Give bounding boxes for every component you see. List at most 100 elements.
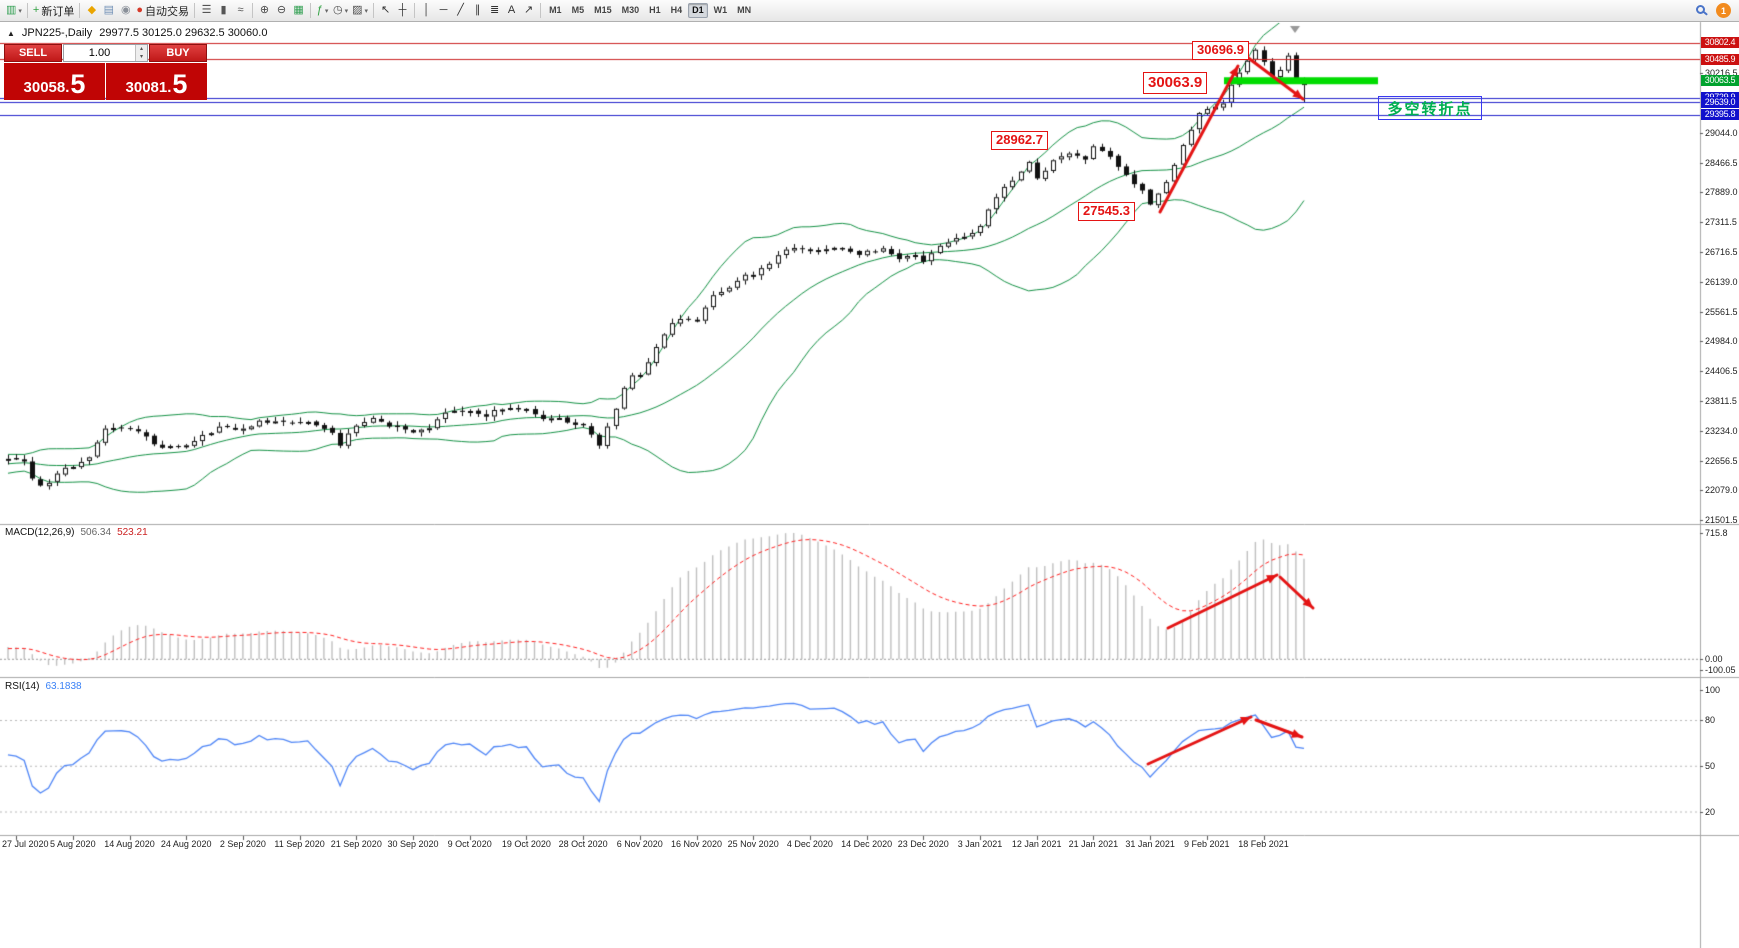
candlestick-chart-type-icon[interactable]: ▮: [215, 2, 232, 20]
toolbar-separator: [194, 3, 196, 18]
price-tag: 30485.9: [1701, 53, 1739, 65]
text-label-icon[interactable]: A: [503, 2, 520, 20]
buy-price-pips: 5: [172, 69, 188, 100]
one-click-trading-panel: SELL ▴ ▾ BUY 30058. 5 30081. 5: [4, 44, 207, 100]
crosshair-icon[interactable]: ┼: [394, 2, 411, 20]
rsi-name: RSI(14): [5, 681, 40, 692]
date-axis-label: 5 Aug 2020: [50, 839, 96, 849]
timeframes-icon[interactable]: ◷ ▾: [331, 2, 350, 20]
collapse-panel-icon[interactable]: ▲: [7, 28, 15, 38]
cursor-icon[interactable]: ↖: [377, 2, 394, 20]
mql-market-icon[interactable]: ◆: [83, 2, 100, 20]
search-icon[interactable]: [1694, 2, 1712, 20]
date-axis-label: 6 Nov 2020: [616, 839, 663, 849]
sell-price-pips: 5: [70, 69, 86, 100]
notification-badge[interactable]: 1: [1716, 3, 1731, 18]
trendline-icon-glyph: ╱: [457, 4, 464, 16]
price-annotation-box: 28962.7: [991, 131, 1048, 150]
new-order-button[interactable]: + 新订单: [31, 2, 76, 20]
toolbar-separator: [26, 3, 28, 18]
data-window-icon[interactable]: ▤: [100, 2, 117, 20]
community-icon-glyph: ◉: [121, 4, 131, 16]
indicators-icon[interactable]: ƒ ▾: [314, 2, 331, 20]
date-axis-label: 23 Dec 2020: [897, 839, 949, 849]
price-axis-label: 23234.0: [1705, 426, 1738, 437]
macd-value-signal: 523.21: [117, 527, 148, 538]
price-tag: 30063.5: [1701, 75, 1739, 87]
price-axis-label: 23811.5: [1705, 396, 1737, 407]
macd-name: MACD(12,26,9): [5, 527, 75, 538]
vertical-line-icon-glyph: │: [423, 4, 430, 16]
volume-input[interactable]: [64, 45, 135, 61]
toolbar-separator: [310, 3, 312, 18]
price-axis-label: 21501.5: [1705, 514, 1738, 525]
buy-button[interactable]: BUY: [149, 44, 207, 62]
magnifier-glyph: [1696, 5, 1705, 14]
vertical-line-icon[interactable]: │: [418, 2, 435, 20]
fibonacci-icon[interactable]: ≣: [486, 2, 503, 20]
price-tag: 29639.0: [1701, 96, 1739, 108]
date-axis-label: 16 Nov 2020: [670, 839, 723, 849]
price-axis-label: 27889.0: [1705, 187, 1738, 198]
bar-chart-type-icon[interactable]: ☰: [198, 2, 215, 20]
sell-button[interactable]: SELL: [4, 44, 62, 62]
date-axis-label: 14 Dec 2020: [841, 839, 893, 849]
macd-axis-label: 0.00: [1705, 654, 1723, 664]
zoom-in-icon-glyph: ⊕: [259, 4, 270, 16]
timeframe-button-m30[interactable]: M30: [621, 5, 640, 15]
timeframe-button-d1[interactable]: D1: [688, 3, 708, 18]
volume-increase-button[interactable]: ▴: [136, 45, 147, 53]
zoom-out-icon[interactable]: ⊖: [273, 2, 290, 20]
price-axis-label: 29044.0: [1705, 128, 1738, 138]
sell-price-display[interactable]: 30058. 5: [4, 63, 105, 100]
zoom-out-icon-glyph: ⊖: [276, 4, 287, 16]
arrows-tool-icon[interactable]: ↗: [520, 2, 537, 20]
timeframes-icon-glyph: ◷: [333, 4, 343, 16]
timeframe-button-m15[interactable]: M15: [594, 5, 612, 15]
line-chart-type-icon-glyph: ≈: [237, 4, 244, 16]
macd-value-main: 506.34: [80, 527, 112, 538]
new-chart-button[interactable]: ▥ ▾: [4, 2, 24, 20]
line-chart-type-icon[interactable]: ≈: [232, 2, 249, 20]
date-axis-label: 21 Sep 2020: [330, 839, 382, 849]
timeframe-button-h4[interactable]: H4: [670, 5, 683, 15]
horizontal-line-icon[interactable]: ─: [435, 2, 452, 20]
timeframe-button-h1[interactable]: H1: [649, 5, 661, 15]
volume-decrease-button[interactable]: ▾: [136, 53, 147, 61]
date-axis-label: 18 Feb 2021: [1238, 839, 1289, 849]
date-axis-label: 30 Sep 2020: [387, 839, 439, 849]
templates-icon-glyph: ▨: [352, 4, 363, 16]
buy-price-display[interactable]: 30081. 5: [106, 63, 207, 100]
timeframe-button-mn[interactable]: MN: [737, 5, 752, 15]
toolbar-separator: [373, 3, 375, 18]
price-axis-label: 30216.5: [1705, 67, 1738, 78]
date-axis-label: 9 Feb 2021: [1184, 839, 1230, 849]
toolbar-separator: [540, 3, 542, 18]
channel-icon[interactable]: ∥: [469, 2, 486, 20]
date-axis-label: 19 Oct 2020: [501, 839, 551, 849]
macd-axis-label: -100.05: [1705, 665, 1736, 675]
trendline-icon[interactable]: ╱: [452, 2, 469, 20]
auto-trading-button[interactable]: ● 自动交易: [134, 2, 191, 20]
tile-windows-icon[interactable]: ▦: [290, 2, 307, 20]
date-axis-label: 11 Sep 2020: [274, 839, 325, 849]
new-order-glyph: +: [32, 4, 40, 16]
chart-ohlc-header: ▲ JPN225-,Daily 29977.5 30125.0 29632.5 …: [7, 27, 267, 39]
price-tag: 30802.4: [1701, 37, 1739, 49]
date-axis-label: 4 Dec 2020: [786, 839, 833, 849]
rsi-value: 63.1838: [45, 681, 82, 692]
timeframe-button-w1[interactable]: W1: [713, 5, 728, 15]
price-axis-label: 26716.5: [1705, 247, 1738, 258]
templates-icon[interactable]: ▨ ▾: [350, 2, 370, 20]
toolbar-separator: [414, 3, 416, 18]
crosshair-icon-glyph: ┼: [398, 4, 407, 16]
price-axis-label: 22656.5: [1705, 455, 1738, 466]
timeframe-button-m5[interactable]: M5: [571, 5, 585, 15]
community-icon[interactable]: ◉: [117, 2, 134, 20]
timeframe-button-m1[interactable]: M1: [549, 5, 562, 15]
zoom-in-icon[interactable]: ⊕: [256, 2, 273, 20]
date-axis-label: 31 Jan 2021: [1125, 839, 1175, 849]
chevron-down-icon: ▾: [324, 7, 329, 15]
tile-windows-icon-glyph: ▦: [293, 4, 304, 16]
